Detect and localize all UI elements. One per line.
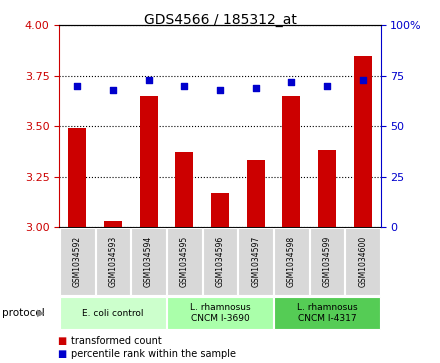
Text: transformed count: transformed count — [71, 336, 162, 346]
Text: GSM1034598: GSM1034598 — [287, 236, 296, 287]
Text: L. rhamnosus
CNCM I-4317: L. rhamnosus CNCM I-4317 — [297, 303, 357, 323]
Bar — [104, 221, 122, 227]
Bar — [68, 128, 86, 227]
Text: ▶: ▶ — [37, 308, 45, 318]
Bar — [211, 193, 229, 227]
Bar — [176, 152, 193, 227]
Point — [181, 83, 188, 89]
Text: E. coli control: E. coli control — [82, 309, 144, 318]
Point — [74, 83, 81, 89]
Point — [323, 83, 330, 89]
Text: L. rhamnosus
CNCM I-3690: L. rhamnosus CNCM I-3690 — [190, 303, 250, 323]
Bar — [247, 160, 264, 227]
Text: GSM1034592: GSM1034592 — [73, 236, 82, 287]
Text: GSM1034600: GSM1034600 — [358, 236, 367, 287]
Text: GSM1034594: GSM1034594 — [144, 236, 153, 287]
Text: ■: ■ — [57, 336, 66, 346]
Text: protocol: protocol — [2, 308, 45, 318]
Text: percentile rank within the sample: percentile rank within the sample — [71, 349, 236, 359]
Point — [288, 79, 295, 85]
Text: GSM1034597: GSM1034597 — [251, 236, 260, 287]
Text: GDS4566 / 185312_at: GDS4566 / 185312_at — [143, 13, 297, 27]
Text: GSM1034599: GSM1034599 — [323, 236, 332, 287]
Bar — [318, 150, 336, 227]
Text: GSM1034595: GSM1034595 — [180, 236, 189, 287]
Point — [216, 87, 224, 93]
Bar — [282, 96, 300, 227]
Point — [145, 77, 152, 83]
Text: GSM1034596: GSM1034596 — [216, 236, 224, 287]
Text: ■: ■ — [57, 349, 66, 359]
Bar — [139, 96, 158, 227]
Bar — [354, 56, 372, 227]
Text: GSM1034593: GSM1034593 — [108, 236, 117, 287]
Point — [110, 87, 117, 93]
Point — [359, 77, 366, 83]
Point — [252, 85, 259, 91]
